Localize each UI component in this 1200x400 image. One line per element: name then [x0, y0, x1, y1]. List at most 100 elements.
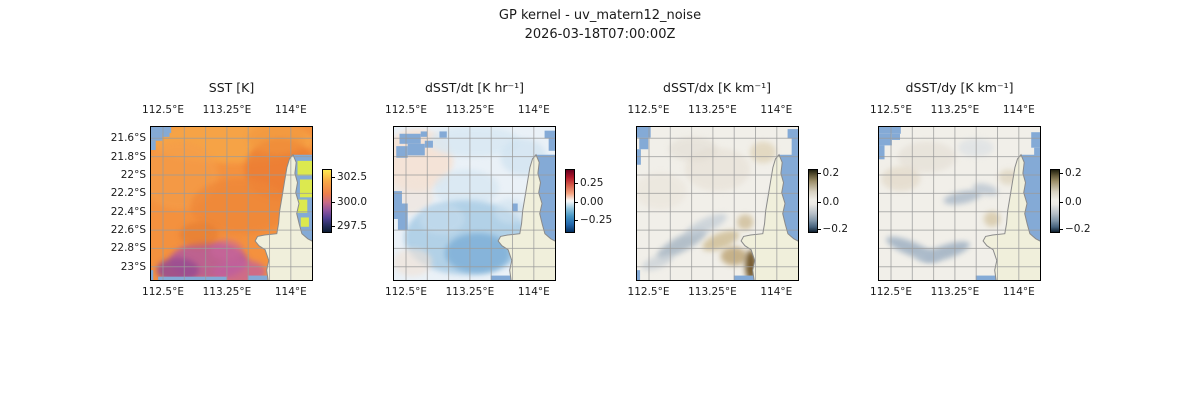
masked-block: [1034, 147, 1041, 170]
gulf-water: [1021, 154, 1041, 242]
colorbar-ticklabel-dsst_dx: −0.2: [822, 223, 849, 236]
masked-block: [787, 129, 799, 139]
masked-block: [397, 219, 408, 230]
lon-tick-bottom-sst: 113.25°E: [202, 286, 252, 298]
masked-block: [975, 275, 999, 281]
colorbar-tickmark-sst: [332, 177, 335, 179]
field-patch: [393, 248, 433, 277]
field-patch: [433, 169, 499, 207]
lat-tick-5: 22.6°S: [110, 224, 146, 237]
lat-tick-0: 21.6°S: [110, 132, 146, 145]
masked-block: [878, 133, 892, 146]
colorbar-tickmark-dsst_dy: [1060, 201, 1063, 203]
colorbar-ticklabel-dsst_dt: 0.00: [580, 195, 604, 208]
colorbar-ticklabel-dsst_dy: −0.2: [1065, 223, 1091, 236]
colorbar-tickmark-sst: [332, 225, 335, 227]
masked-block: [544, 130, 556, 139]
lon-tick-bottom-dsst_dx: 113.25°E: [688, 286, 737, 298]
masked-block: [733, 275, 757, 281]
field-patch: [156, 257, 199, 281]
lon-tick-top-sst: 112.5°E: [142, 104, 184, 116]
masked-block: [891, 133, 901, 140]
lat-tick-3: 22.2°S: [110, 187, 146, 200]
lon-tick-top-dsst_dt: 114°E: [517, 104, 550, 116]
colorbar-tickmark-dsst_dy: [1060, 172, 1063, 174]
masked-block: [396, 146, 408, 158]
colorbar-dsst_dy: [1050, 169, 1060, 233]
lon-tick-top-dsst_dx: 114°E: [760, 104, 793, 116]
gulf-shallow-cell: [300, 217, 309, 227]
field-patch: [749, 141, 776, 164]
lon-tick-bottom-sst: 114°E: [274, 286, 307, 298]
figure-title-line2: 2026-03-18T07:00:00Z: [524, 27, 676, 42]
lon-tick-bottom-dsst_dx: 114°E: [760, 286, 793, 298]
lon-tick-bottom-dsst_dy: 114°E: [1002, 286, 1035, 298]
colorbar-tickmark-dsst_dt: [575, 201, 578, 203]
colorbar-ticklabel-dsst_dt: 0.25: [580, 176, 604, 189]
field-patch: [656, 229, 706, 259]
map-dsst_dx: [635, 126, 799, 281]
colorbar-tickmark-dsst_dx: [817, 172, 821, 174]
lon-tick-top-sst: 114°E: [274, 104, 307, 116]
masked-block: [150, 126, 172, 133]
map-dsst_dy: [878, 126, 1041, 281]
masked-block: [878, 126, 901, 134]
field-patch: [179, 222, 219, 247]
colorbar-ticklabel-dsst_dy: 0.2: [1065, 166, 1082, 179]
gulf-shallow-cell: [299, 179, 313, 198]
masked-block: [424, 140, 433, 148]
lon-tick-top-dsst_dy: 112.5°E: [870, 104, 912, 116]
map-border: [635, 126, 799, 281]
field-patch: [445, 232, 511, 274]
panel-title-dsst_dx: dSST/dx [K km⁻¹]: [663, 80, 771, 95]
colorbar-ticklabel-dsst_dx: 0.2: [822, 166, 840, 179]
masked-block: [511, 203, 518, 212]
masked-block: [158, 276, 227, 281]
map-sst: [150, 126, 313, 281]
field-patch: [684, 213, 727, 237]
masked-block: [407, 143, 425, 156]
field-patch: [190, 178, 289, 235]
figure-title-line1: GP kernel - uv_matern12_noise: [498, 8, 702, 23]
field-patch: [881, 166, 921, 192]
colorbar-tickmark-dsst_dx: [817, 201, 821, 203]
field-patch: [668, 136, 717, 162]
lon-tick-top-dsst_dy: 114°E: [1002, 104, 1035, 116]
field-patch: [247, 126, 307, 154]
lon-tick-bottom-dsst_dt: 114°E: [517, 286, 550, 298]
masked-block: [162, 132, 170, 137]
colorbar-dsst_dx: [807, 169, 818, 233]
colorbar-tickmark-dsst_dt: [575, 219, 578, 221]
map-dsst_dt: [393, 126, 556, 281]
gulf-water: [536, 154, 556, 242]
lon-tick-bottom-dsst_dx: 112.5°E: [627, 286, 670, 298]
lon-tick-top-dsst_dx: 112.5°E: [627, 104, 670, 116]
panel-title-dsst_dy: dSST/dy [K km⁻¹]: [905, 80, 1014, 95]
map-border: [150, 126, 313, 281]
lat-tick-2: 22°S: [120, 169, 146, 181]
field-patch: [983, 211, 1001, 227]
gulf-water: [778, 154, 799, 242]
masked-block: [439, 131, 447, 138]
field-patch: [428, 126, 521, 157]
lon-tick-bottom-dsst_dy: 112.5°E: [870, 286, 912, 298]
lon-tick-bottom-dsst_dt: 113.25°E: [445, 286, 495, 298]
masked-block: [638, 137, 648, 150]
masked-block: [247, 275, 268, 281]
field-patch: [635, 172, 687, 210]
colorbar-tickmark-dsst_dx: [817, 229, 821, 231]
lon-tick-bottom-sst: 112.5°E: [142, 286, 184, 298]
lat-tick-7: 23°S: [120, 260, 146, 273]
masked-block: [548, 138, 556, 151]
colorbar-ticklabel-dsst_dt: −0.25: [580, 213, 613, 226]
colorbar-tickmark-dsst_dt: [575, 182, 578, 184]
field-patch: [736, 214, 753, 230]
masked-block: [150, 140, 156, 151]
colorbar-ticklabel-dsst_dx: 0.0: [822, 195, 840, 208]
masked-block: [791, 138, 799, 157]
map-border: [393, 126, 556, 281]
lon-tick-bottom-dsst_dt: 112.5°E: [385, 286, 427, 298]
lon-tick-top-dsst_dx: 113.25°E: [688, 104, 737, 116]
colorbar-ticklabel-sst: 302.5: [337, 171, 368, 184]
